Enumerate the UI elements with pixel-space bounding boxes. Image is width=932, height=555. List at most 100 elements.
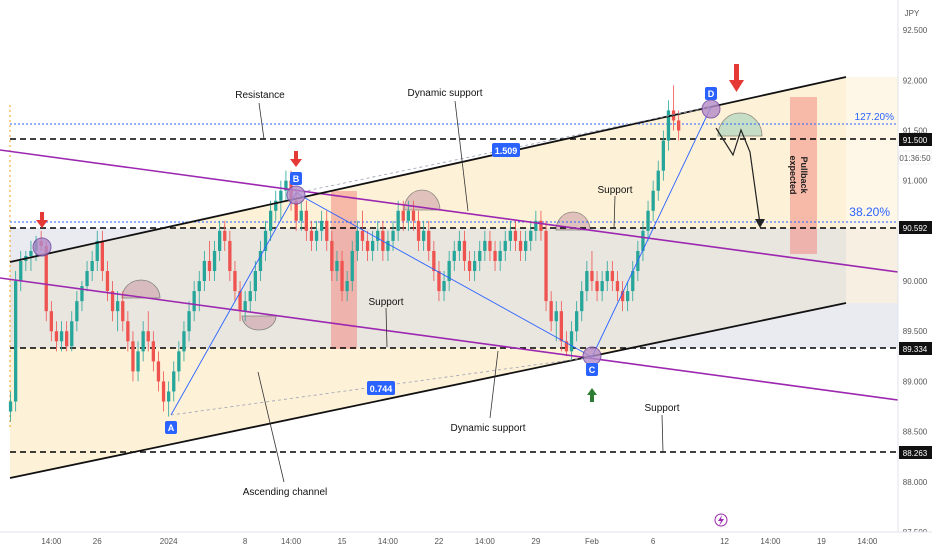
candle-body — [585, 271, 589, 292]
annotation-support-bottom: Support — [644, 403, 679, 414]
point-label-d[interactable]: D — [705, 87, 717, 100]
candle — [615, 271, 620, 302]
time-tick-label: 14:00 — [760, 537, 781, 546]
time-tick-label: 14:00 — [378, 537, 399, 546]
candle-body — [605, 271, 609, 282]
candle — [65, 321, 69, 352]
candle-body — [202, 260, 206, 282]
pointer-support-right — [613, 195, 616, 230]
pointer-ascending — [257, 371, 285, 483]
lightning-icon[interactable] — [714, 513, 728, 527]
hump-projection — [717, 112, 763, 137]
candle-body — [666, 110, 671, 141]
candle — [70, 311, 74, 352]
countdown-badge[interactable]: 01:36:50 — [898, 150, 932, 165]
candle — [646, 200, 650, 241]
candle-body — [524, 240, 528, 251]
pointer-support-middle — [385, 307, 388, 348]
candle — [29, 240, 33, 272]
pullback-label-line1: Pullback — [799, 156, 809, 194]
candle — [554, 301, 558, 342]
candle-body — [263, 230, 268, 251]
candle — [136, 341, 140, 382]
candle — [325, 210, 329, 251]
point-label-a[interactable]: A — [165, 421, 177, 434]
candle — [396, 200, 400, 241]
annotation-resistance: Resistance — [235, 90, 285, 101]
candle-body — [391, 230, 395, 241]
fib-127-label: 127.20% — [855, 112, 895, 123]
candle-body — [335, 260, 339, 272]
candle — [422, 220, 426, 251]
projection-path — [715, 127, 761, 225]
candle-body — [172, 371, 176, 392]
price-badge-91500[interactable]: 91.500 — [899, 133, 932, 146]
ratio-label-lower-text: 0.744 — [370, 384, 393, 394]
ratio-label-upper[interactable]: 1.509 — [492, 143, 520, 157]
candle-body — [258, 250, 263, 272]
price-badge-88263[interactable]: 88.263 — [899, 446, 932, 459]
time-axis[interactable] — [0, 532, 932, 550]
candle — [299, 200, 303, 231]
candle — [600, 271, 604, 302]
candle-body — [161, 381, 166, 402]
candle — [8, 391, 13, 422]
candle — [121, 291, 125, 332]
time-tick-label: 6 — [651, 537, 656, 546]
projection-arrowhead — [755, 219, 765, 228]
candle — [610, 260, 614, 292]
candle — [518, 230, 523, 261]
point-label-c[interactable]: C — [586, 363, 598, 376]
point-label-c-text: C — [589, 365, 596, 375]
candle — [243, 291, 247, 322]
candle — [447, 250, 451, 292]
price-badge-89334[interactable]: 89.334 — [899, 342, 932, 355]
candle — [620, 281, 625, 312]
candle-body — [462, 240, 467, 261]
candle-body — [29, 250, 33, 256]
candle-body — [59, 331, 64, 342]
price-badge-90592[interactable]: 90.592 — [899, 221, 932, 234]
time-tick-label: 15 — [338, 537, 347, 546]
time-axis-ticks: 14:00 26 2024 8 14:00 15 14:00 22 14:00 29 Feb 6 12 1… — [41, 537, 878, 546]
candle — [233, 260, 237, 302]
countdown-text: 01:36:50 — [899, 154, 931, 163]
candle-body — [646, 210, 650, 231]
candle-body — [437, 271, 441, 292]
candle-body — [371, 240, 375, 251]
candle-body — [580, 291, 584, 312]
candle — [177, 341, 181, 382]
candle — [192, 281, 196, 322]
candle-body — [559, 311, 563, 342]
candle-body — [575, 311, 579, 332]
candle — [666, 100, 671, 151]
candle-body — [518, 240, 523, 251]
candles-group — [8, 85, 681, 422]
green-arrow-c — [587, 388, 597, 402]
candle — [442, 271, 446, 302]
candle-body — [478, 250, 482, 261]
candle-body — [197, 281, 201, 292]
candle-body — [626, 291, 630, 302]
fib-38-label: 38.20% — [849, 205, 890, 219]
ratio-label-lower[interactable]: 0.744 — [367, 381, 395, 395]
candle-body — [330, 240, 334, 272]
time-tick-label: 26 — [93, 537, 102, 546]
candle-body — [416, 220, 421, 241]
candle — [269, 200, 273, 241]
candle-body — [44, 245, 48, 312]
candle-body — [386, 240, 390, 251]
candle-body — [243, 301, 247, 312]
candle — [228, 230, 232, 282]
candle — [85, 260, 89, 292]
point-label-b[interactable]: B — [290, 172, 302, 185]
price-axis[interactable] — [898, 0, 932, 532]
candle — [309, 220, 314, 251]
candle — [80, 281, 84, 312]
candle-body — [126, 321, 130, 342]
price-tick-label: 88.500 — [903, 428, 928, 437]
candle-body — [177, 351, 181, 372]
candle — [59, 321, 64, 352]
